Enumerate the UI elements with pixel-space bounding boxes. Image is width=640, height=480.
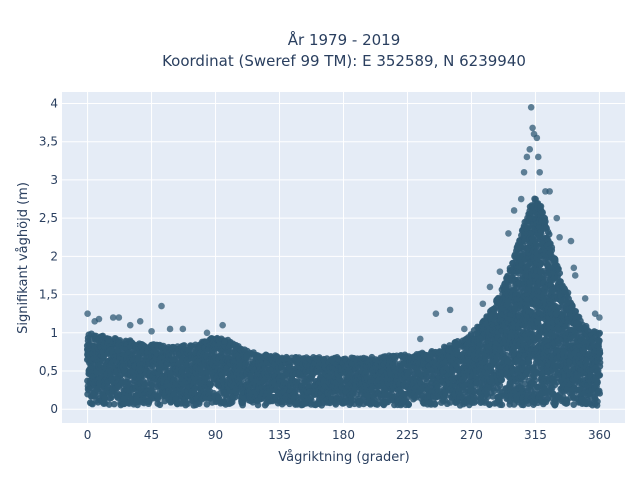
data-point <box>156 401 164 409</box>
data-point <box>145 400 152 408</box>
data-point <box>110 400 118 408</box>
data-point <box>525 358 533 366</box>
data-point <box>391 360 399 367</box>
data-point <box>203 401 211 408</box>
data-point <box>498 376 506 384</box>
data-point <box>498 401 506 409</box>
chart-title-line-1: År 1979 - 2019 <box>288 30 401 49</box>
data-point <box>206 380 214 387</box>
data-point <box>134 401 141 409</box>
data-point <box>405 401 412 409</box>
data-point <box>537 202 545 210</box>
data-point <box>101 395 109 403</box>
data-point <box>184 400 191 408</box>
data-point <box>542 218 549 225</box>
data-point <box>120 394 128 402</box>
data-points <box>83 103 604 409</box>
chart-title-line-2: Koordinat (Sweref 99 TM): E 352589, N 62… <box>162 52 526 70</box>
data-point <box>105 401 113 408</box>
data-point <box>431 400 439 408</box>
data-point <box>204 375 211 382</box>
data-point <box>531 377 539 384</box>
data-point <box>133 395 141 403</box>
